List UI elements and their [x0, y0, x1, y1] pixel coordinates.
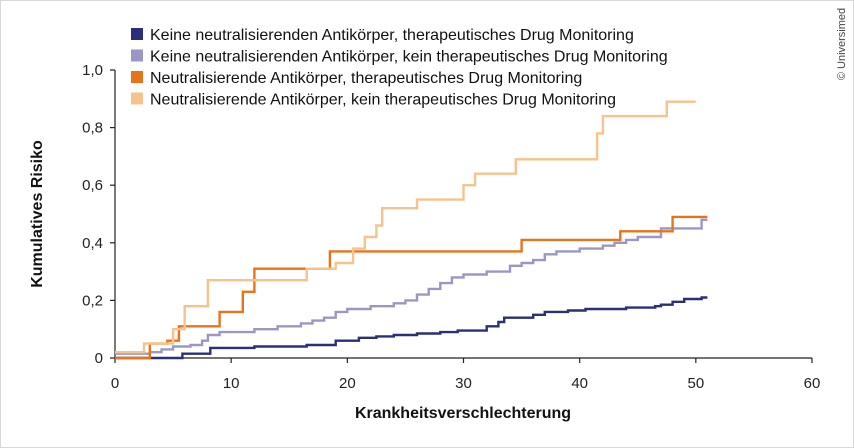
x-axis-title: Krankheitsverschlechterung	[355, 405, 571, 422]
y-axis-title: Kumulatives Risiko	[29, 140, 46, 288]
x-tick-label: 50	[687, 375, 704, 392]
y-tick-label: 1,0	[82, 62, 103, 79]
legend-swatch-3	[131, 71, 143, 83]
x-tick-label: 60	[804, 375, 821, 392]
x-tick-label: 40	[571, 375, 588, 392]
y-tick-label: 0,6	[82, 177, 103, 194]
y-tick-label: 0,2	[82, 292, 103, 309]
series-line-3	[115, 215, 708, 360]
legend-label-3: Neutralisierende Antikörper, therapeutis…	[150, 70, 582, 87]
series-line-4	[115, 100, 696, 354]
y-tick-label: 0	[95, 350, 103, 367]
y-tick-label: 0,4	[82, 235, 103, 252]
legend-label-1: Keine neutralisierenden Antikörper, ther…	[150, 27, 634, 44]
series-line-2	[115, 218, 708, 355]
legend-swatch-2	[131, 49, 143, 62]
x-tick-label: 20	[339, 375, 356, 392]
legend-swatch-4	[131, 92, 143, 105]
legend-swatch-1	[131, 28, 143, 40]
x-tick-label: 10	[223, 375, 240, 392]
x-tick-label: 0	[111, 375, 119, 392]
series-line-1	[115, 296, 708, 360]
legend-label-4: Neutralisierende Antikörper, kein therap…	[150, 92, 616, 109]
x-tick-label: 30	[455, 375, 472, 392]
y-tick-label: 0,8	[82, 120, 103, 137]
legend-label-2: Keine neutralisierenden Antikörper, kein…	[150, 49, 668, 66]
credit-text: © Universimed	[836, 8, 848, 80]
